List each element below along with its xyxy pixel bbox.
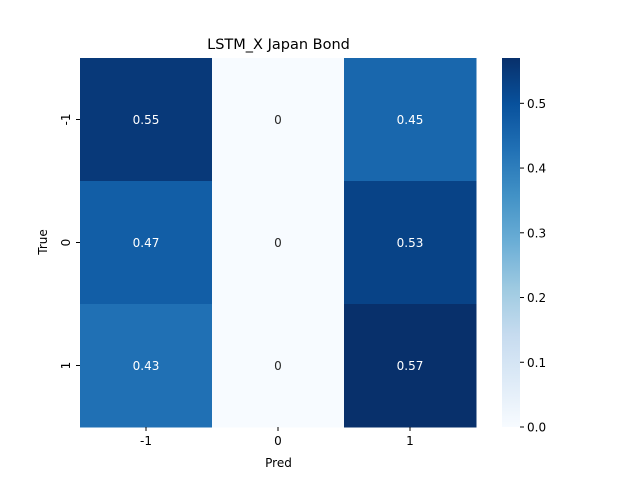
y-axis: -1 0 1 bbox=[59, 114, 80, 370]
colorbar-tick-label: 0.3 bbox=[527, 226, 546, 240]
colorbar-tick-label: 0.1 bbox=[527, 356, 546, 370]
heatmap-cell bbox=[344, 181, 477, 305]
x-axis-label: Pred bbox=[265, 456, 292, 470]
heatmap-cell bbox=[80, 304, 213, 428]
colorbar-tick-label: 0.4 bbox=[527, 162, 546, 176]
y-tick-label: -1 bbox=[59, 114, 73, 126]
cell-value-label: 0.43 bbox=[133, 359, 160, 373]
x-tick-label: -1 bbox=[140, 434, 152, 448]
y-tick-label: 1 bbox=[59, 362, 73, 370]
cell-value-label: 0 bbox=[274, 113, 282, 127]
x-tick-label: 1 bbox=[406, 434, 414, 448]
colorbar-tick-label: 0.0 bbox=[527, 421, 546, 435]
colorbar-tick-label: 0.2 bbox=[527, 291, 546, 305]
heatmap-cell bbox=[212, 304, 345, 428]
cell-value-label: 0.53 bbox=[397, 236, 424, 250]
cell-value-label: 0.47 bbox=[133, 236, 160, 250]
y-axis-label: True bbox=[36, 229, 50, 256]
y-tick-label: 0 bbox=[59, 239, 73, 247]
heatmap-cells: 0.55 0 0.45 0.47 0 0.53 0.43 0 0.57 bbox=[80, 58, 477, 428]
cell-value-label: 0.45 bbox=[397, 113, 424, 127]
heatmap-cell bbox=[344, 58, 477, 182]
heatmap-cell bbox=[80, 181, 213, 305]
x-tick-label: 0 bbox=[274, 434, 282, 448]
colorbar-gradient bbox=[502, 58, 520, 427]
x-axis: -1 0 1 bbox=[140, 427, 414, 448]
cell-value-label: 0.57 bbox=[397, 359, 424, 373]
heatmap-cell bbox=[212, 181, 345, 305]
heatmap-cell bbox=[212, 58, 345, 182]
cell-value-label: 0.55 bbox=[133, 113, 160, 127]
colorbar-tick-label: 0.5 bbox=[527, 97, 546, 111]
heatmap-cell bbox=[80, 58, 213, 182]
cell-value-label: 0 bbox=[274, 236, 282, 250]
colorbar: 0.0 0.1 0.2 0.3 0.4 0.5 bbox=[502, 58, 546, 435]
cell-value-label: 0 bbox=[274, 359, 282, 373]
heatmap-cell bbox=[344, 304, 477, 428]
chart-title: LSTM_X Japan Bond bbox=[207, 37, 350, 53]
